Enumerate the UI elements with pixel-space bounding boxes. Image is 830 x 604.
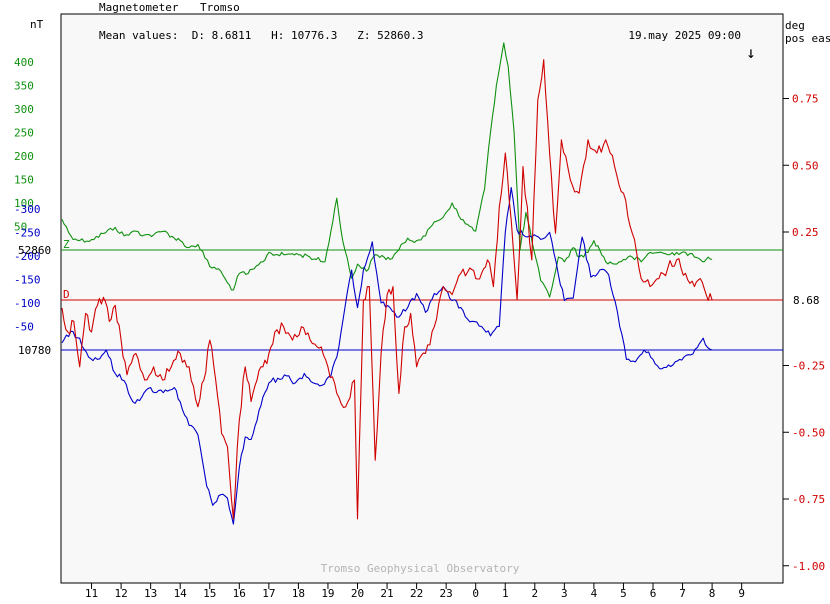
right-tick-label-5: -0.50	[792, 426, 825, 439]
time-tick-label-21: 7	[679, 587, 686, 600]
right-tick-label-3: 0.25	[792, 226, 819, 239]
time-tick-label-23: 9	[738, 587, 745, 600]
right-axis-unit-line1: deg	[785, 19, 805, 32]
left-tick-z-5: 250	[14, 126, 34, 139]
left-axis-unit: nT	[30, 18, 44, 31]
d-component-letter: D	[63, 288, 70, 301]
baseline-group: 52860 Z D 8.68 10780	[18, 238, 820, 357]
right-axis-ticks: 0.75 0.50 0.25 -0.25 -0.50 -0.75 -1.00	[783, 93, 825, 573]
left-axis-ticks: 50 100 150 200 250 300 350 400 -50 -100 -150 -200 -2…	[14, 56, 41, 334]
left-tick-h-2: -100	[14, 297, 41, 310]
left-tick-z-1: 50	[14, 220, 27, 233]
left-tick-h-5: -250	[14, 226, 41, 239]
left-tick-z-4: 200	[14, 150, 34, 163]
left-tick-h-3: -150	[14, 273, 41, 286]
time-tick-label-16: 2	[531, 587, 538, 600]
right-tick-label-1: 0.75	[792, 93, 819, 106]
time-tick-label-17: 3	[561, 587, 568, 600]
left-tick-z-6: 300	[14, 103, 34, 116]
time-marker-arrow-icon: ↓	[746, 43, 756, 62]
observatory-credit: Tromso Geophysical Observatory	[321, 562, 520, 575]
h-baseline-label: 10780	[18, 344, 51, 357]
left-tick-z-2: 100	[14, 197, 34, 210]
time-tick-label-19: 5	[620, 587, 627, 600]
instrument-title: Magnetometer	[99, 1, 179, 14]
time-tick-label-4: 14	[174, 587, 188, 600]
time-tick-label-20: 6	[650, 587, 657, 600]
d-component-trace	[61, 59, 713, 520]
right-tick-label-2: 0.50	[792, 159, 819, 172]
left-tick-h-4: -200	[14, 250, 41, 263]
time-axis-ticks: 11 12 13 14 15 16 17 18 19 20 21 22 23 0 1 2 3 4 5 6 7 8 9	[85, 583, 745, 600]
plot-area	[60, 13, 784, 584]
trace-group	[61, 42, 713, 525]
left-tick-z-8: 400	[14, 56, 34, 69]
time-tick-label-3: 13	[144, 587, 157, 600]
time-tick-label-8: 18	[292, 587, 305, 600]
time-tick-label-12: 22	[410, 587, 423, 600]
time-tick-label-1: 11	[85, 587, 98, 600]
timestamp-text: 19.may 2025 09:00	[628, 29, 741, 42]
chart-header: Magnetometer Tromso Mean values: D: 8.68…	[99, 1, 756, 62]
time-tick-label-6: 16	[233, 587, 246, 600]
time-tick-label-15: 1	[502, 587, 509, 600]
right-axis-unit-line2: pos east	[785, 32, 830, 45]
left-tick-h-1: -50	[14, 320, 34, 333]
station-name: Tromso	[200, 1, 240, 14]
time-tick-label-10: 20	[351, 587, 364, 600]
time-tick-label-7: 17	[262, 587, 275, 600]
time-tick-label-5: 15	[203, 587, 216, 600]
right-tick-label-7: -1.00	[792, 560, 825, 573]
z-component-trace	[61, 42, 713, 298]
z-baseline-label: 52860	[18, 244, 51, 257]
time-tick-label-18: 4	[591, 587, 598, 600]
time-tick-label-2: 12	[114, 587, 127, 600]
d-baseline-label: 8.68	[793, 294, 820, 307]
time-tick-label-11: 21	[380, 587, 393, 600]
z-component-letter: Z	[63, 238, 70, 251]
mean-values-text: Mean values: D: 8.6811 H: 10776.3 Z: 528…	[99, 29, 424, 42]
right-tick-label-4: -0.25	[792, 360, 825, 373]
left-tick-z-7: 350	[14, 79, 34, 92]
time-tick-label-13: 23	[440, 587, 453, 600]
left-tick-h-6: -300	[14, 203, 41, 216]
axis-units: nT deg pos east	[30, 18, 830, 45]
time-tick-label-22: 8	[709, 587, 716, 600]
right-tick-label-6: -0.75	[792, 493, 825, 506]
h-component-trace	[61, 187, 713, 525]
left-tick-z-3: 150	[14, 173, 34, 186]
time-tick-label-14: 0	[472, 587, 479, 600]
time-tick-label-9: 19	[321, 587, 334, 600]
